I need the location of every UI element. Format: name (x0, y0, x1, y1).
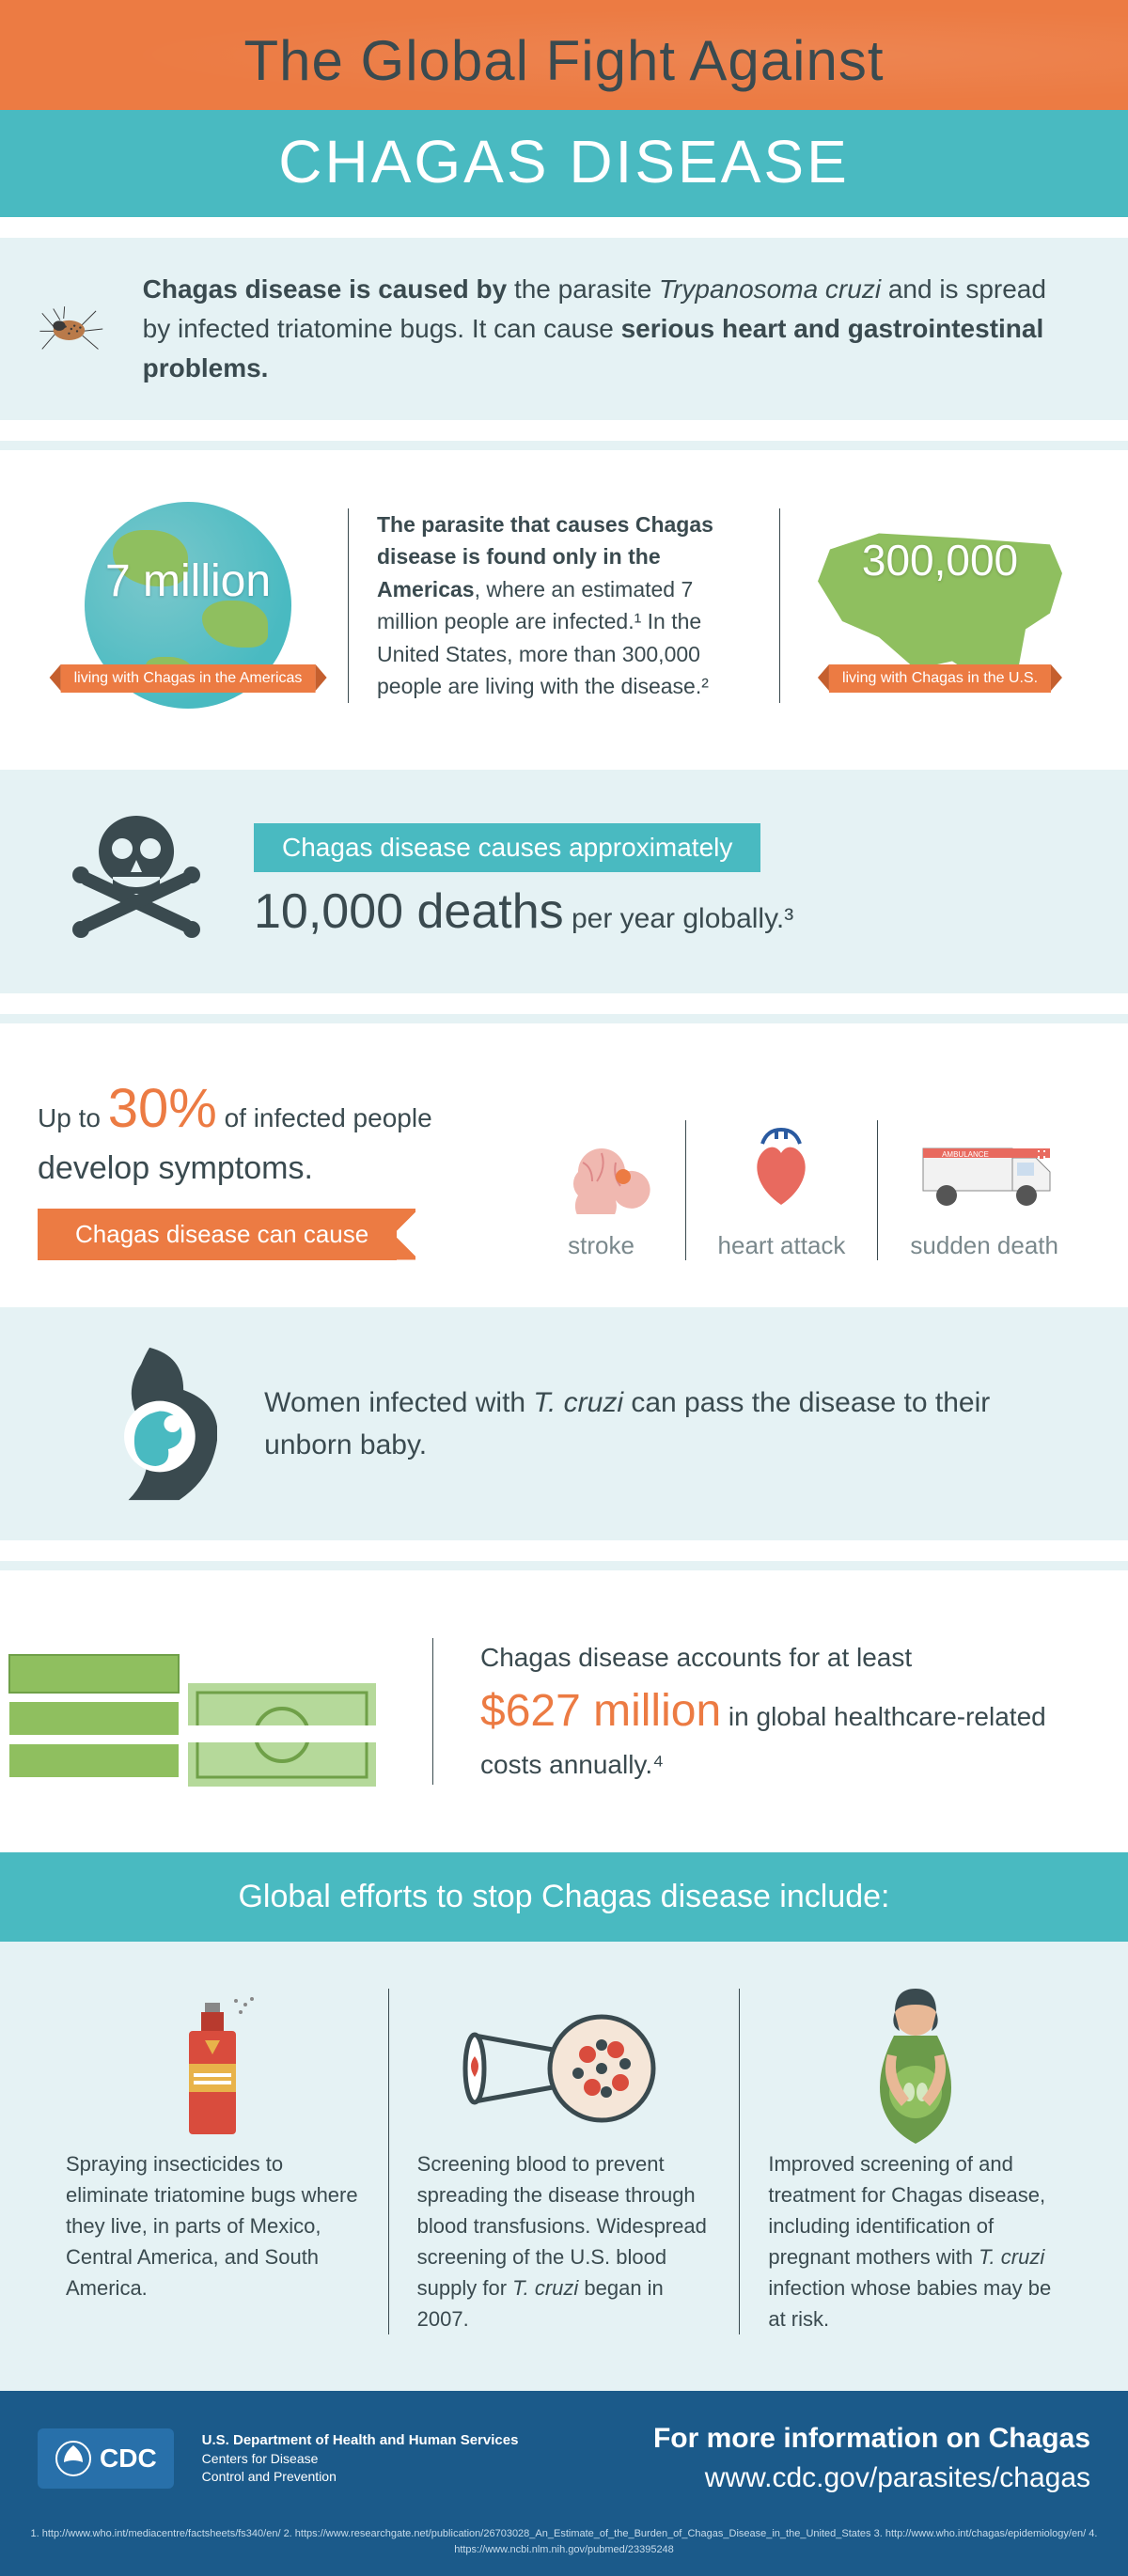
money-amount: $627 million (480, 1686, 721, 1736)
pregnant-icon (56, 1339, 217, 1508)
cause-stroke: stroke (518, 1120, 685, 1260)
skull-crossbones-icon (56, 802, 216, 961)
symptoms-section: Up to 30% of infected people develop sym… (0, 1070, 1128, 1260)
heart-icon (734, 1125, 828, 1219)
infographic-root: The Global Fight Against CHAGAS DISEASE … (0, 0, 1128, 2576)
usa-value: 300,000 (808, 535, 1072, 585)
intro-parasite: Trypanosoma cruzi (659, 274, 881, 304)
hhs-icon (55, 2440, 92, 2477)
dept-rest-2: Control and Prevention (202, 2469, 337, 2484)
dept-bold: U.S. Department of Health and Human Serv… (202, 2432, 519, 2448)
effort-text-1: Spraying insecticides to eliminate triat… (66, 2148, 360, 2303)
cause-label-0: stroke (550, 1231, 653, 1260)
header-orange-band: The Global Fight Against (0, 0, 1128, 110)
stats-mid-text: The parasite that causes Chagas disease … (348, 508, 780, 703)
dept-rest-1: Centers for Disease (202, 2451, 319, 2466)
money-line-1: Chagas disease accounts for at least (480, 1638, 1072, 1678)
cause-label-2: sudden death (910, 1231, 1058, 1260)
pregnancy-section: Women infected with T. cruzi can pass th… (0, 1307, 1128, 1540)
deaths-section: Chagas disease causes approximately 10,0… (0, 770, 1128, 993)
blood-screening-icon (451, 1998, 677, 2139)
pregnant-woman-icon (854, 1989, 977, 2148)
effort-text-2: Screening blood to prevent spreading the… (417, 2148, 712, 2334)
causes-ribbon: Chagas disease can cause (38, 1209, 397, 1260)
cause-heart: heart attack (685, 1120, 878, 1260)
spray-can-icon (165, 1993, 259, 2144)
pregnancy-text: Women infected with T. cruzi can pass th… (264, 1382, 1072, 1466)
more-2: www.cdc.gov/parasites/chagas (705, 2462, 1090, 2493)
more-1: For more information on Chagas (653, 2423, 1090, 2454)
preg-pre: Women infected with (264, 1387, 533, 1418)
effort-text-3: Improved screening of and treatment for … (768, 2148, 1062, 2334)
cause-label-1: heart attack (718, 1231, 846, 1260)
sym-pre: Up to (38, 1103, 108, 1132)
deaths-number: 10,000 deaths (254, 884, 564, 939)
stats-row: 7 million living with Chagas in the Amer… (0, 488, 1128, 723)
cdc-badge: CDC (38, 2428, 174, 2489)
deaths-banner: Chagas disease causes approximately (254, 823, 760, 872)
stat-usa: 300,000 living with Chagas in the U.S. (780, 488, 1100, 723)
effort-1: Spraying insecticides to eliminate triat… (38, 1989, 388, 2334)
efforts-row: Spraying insecticides to eliminate triat… (0, 1942, 1128, 2391)
cause-sudden-death: AMBULANCE sudden death (877, 1120, 1090, 1260)
divider-bar-3 (0, 1561, 1128, 1570)
title-line-1: The Global Fight Against (0, 28, 1128, 93)
divider-bar-2 (0, 1014, 1128, 1023)
intro-text: Chagas disease is caused by the parasite… (143, 270, 1072, 388)
bug-icon (38, 277, 105, 381)
brain-icon (550, 1130, 653, 1214)
americas-caption: living with Chagas in the Americas (61, 664, 316, 693)
divider-bar (0, 441, 1128, 450)
money-text: Chagas disease accounts for at least $62… (432, 1638, 1072, 1785)
stat-americas: 7 million living with Chagas in the Amer… (28, 488, 348, 723)
sym-post: of infected people (217, 1103, 432, 1132)
symptoms-pct-line: Up to 30% of infected people develop sym… (38, 1070, 518, 1192)
intro-section: Chagas disease is caused by the parasite… (0, 238, 1128, 420)
footer-dept: U.S. Department of Health and Human Serv… (202, 2430, 519, 2487)
deaths-count: 10,000 deaths per year globally.³ (254, 883, 1072, 940)
title-line-2: CHAGAS DISEASE (0, 127, 1128, 196)
footer-more: For more information on Chagas www.cdc.g… (546, 2419, 1090, 2498)
footer: CDC U.S. Department of Health and Human … (0, 2391, 1128, 2526)
money-section: Chagas disease accounts for at least $62… (0, 1599, 1128, 1824)
deaths-tail: per year globally.³ (564, 903, 794, 934)
header-teal-band: CHAGAS DISEASE (0, 110, 1128, 217)
intro-mid: the parasite (507, 274, 659, 304)
intro-bold-1: Chagas disease is caused by (143, 274, 508, 304)
money-icon (0, 1617, 385, 1805)
usa-caption: living with Chagas in the U.S. (829, 664, 1051, 693)
sym-develop: develop symptoms. (38, 1147, 518, 1192)
ambulance-icon: AMBULANCE (914, 1130, 1055, 1214)
footer-refs: 1. http://www.who.int/mediacentre/factsh… (0, 2526, 1128, 2576)
svg-text:AMBULANCE: AMBULANCE (942, 1150, 989, 1159)
causes-row: stroke heart attack AMBULANCE sudden dea… (518, 1120, 1090, 1260)
efforts-header: Global efforts to stop Chagas disease in… (0, 1852, 1128, 1942)
sym-pct: 30% (108, 1078, 217, 1139)
americas-value: 7 million (56, 555, 320, 607)
effort-3: Improved screening of and treatment for … (739, 1989, 1090, 2334)
effort-2: Screening blood to prevent spreading the… (388, 1989, 740, 2334)
cdc-text: CDC (100, 2443, 157, 2474)
preg-italic: T. cruzi (533, 1387, 623, 1418)
